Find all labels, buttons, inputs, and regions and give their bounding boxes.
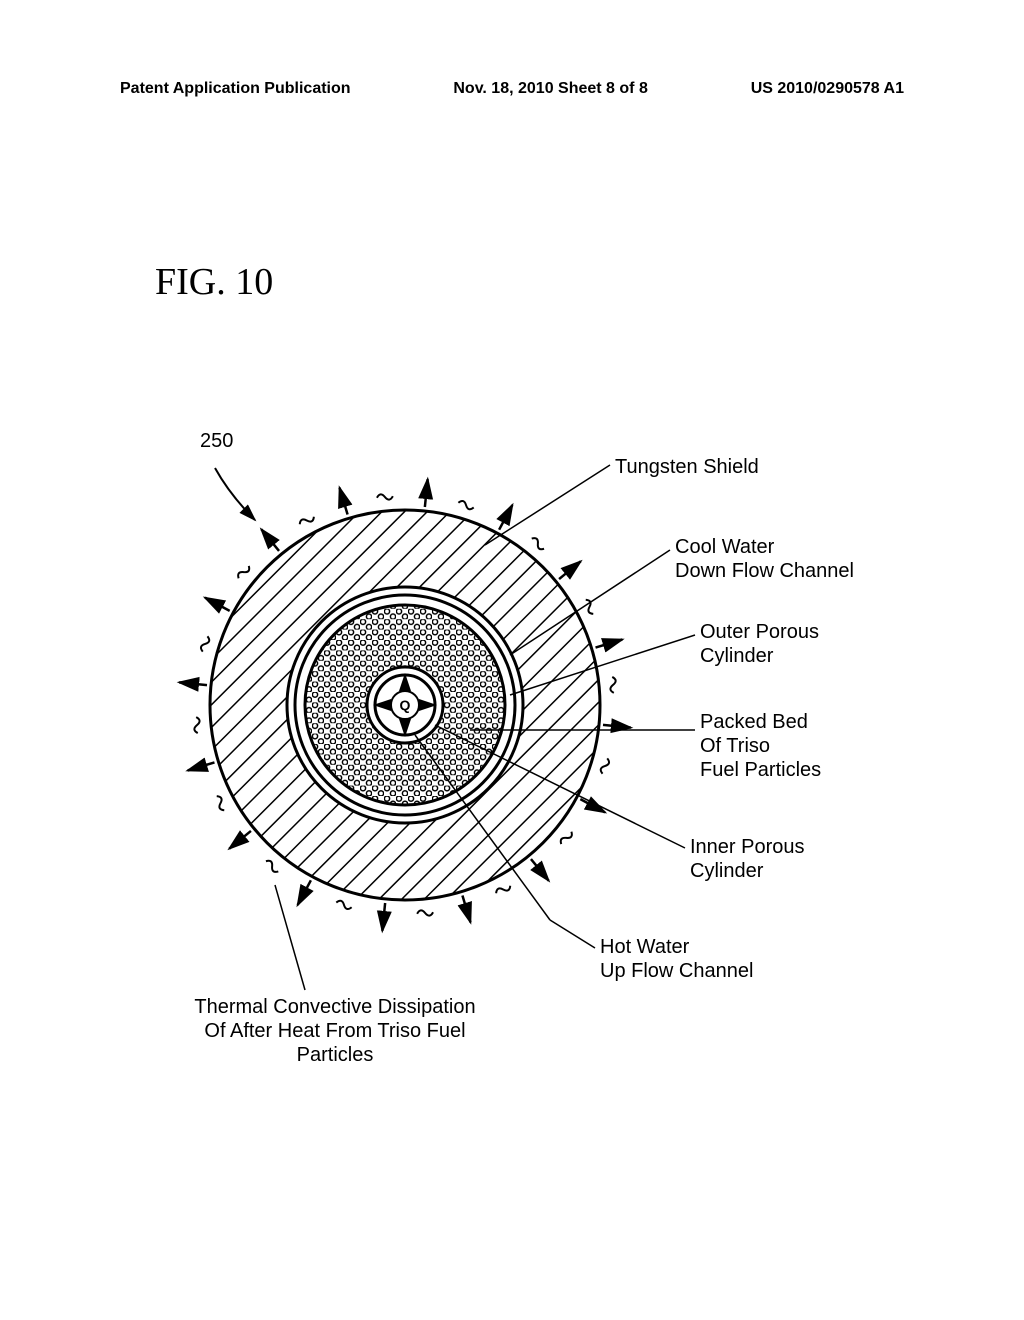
label-outer-porous: Outer Porous Cylinder <box>700 620 819 668</box>
header-right: US 2010/0290578 A1 <box>751 80 904 98</box>
diagram-area: 250 Q Tungsten Shield Cool Water Down Fl… <box>60 380 960 1100</box>
label-packed-bed: Packed Bed Of Triso Fuel Particles <box>700 710 821 782</box>
reactor-cross-section-diagram: Q <box>60 380 960 1100</box>
svg-text:Q: Q <box>400 697 411 713</box>
label-cool-water: Cool Water Down Flow Channel <box>675 535 854 583</box>
header-center: Nov. 18, 2010 Sheet 8 of 8 <box>453 80 647 98</box>
label-tungsten: Tungsten Shield <box>615 455 759 479</box>
page-header: Patent Application Publication Nov. 18, … <box>120 80 904 98</box>
figure-title: FIG. 10 <box>155 260 273 304</box>
label-thermal: Thermal Convective Dissipation Of After … <box>190 995 480 1067</box>
label-inner-porous: Inner Porous Cylinder <box>690 835 805 883</box>
label-hot-water: Hot Water Up Flow Channel <box>600 935 753 983</box>
header-left: Patent Application Publication <box>120 80 351 98</box>
